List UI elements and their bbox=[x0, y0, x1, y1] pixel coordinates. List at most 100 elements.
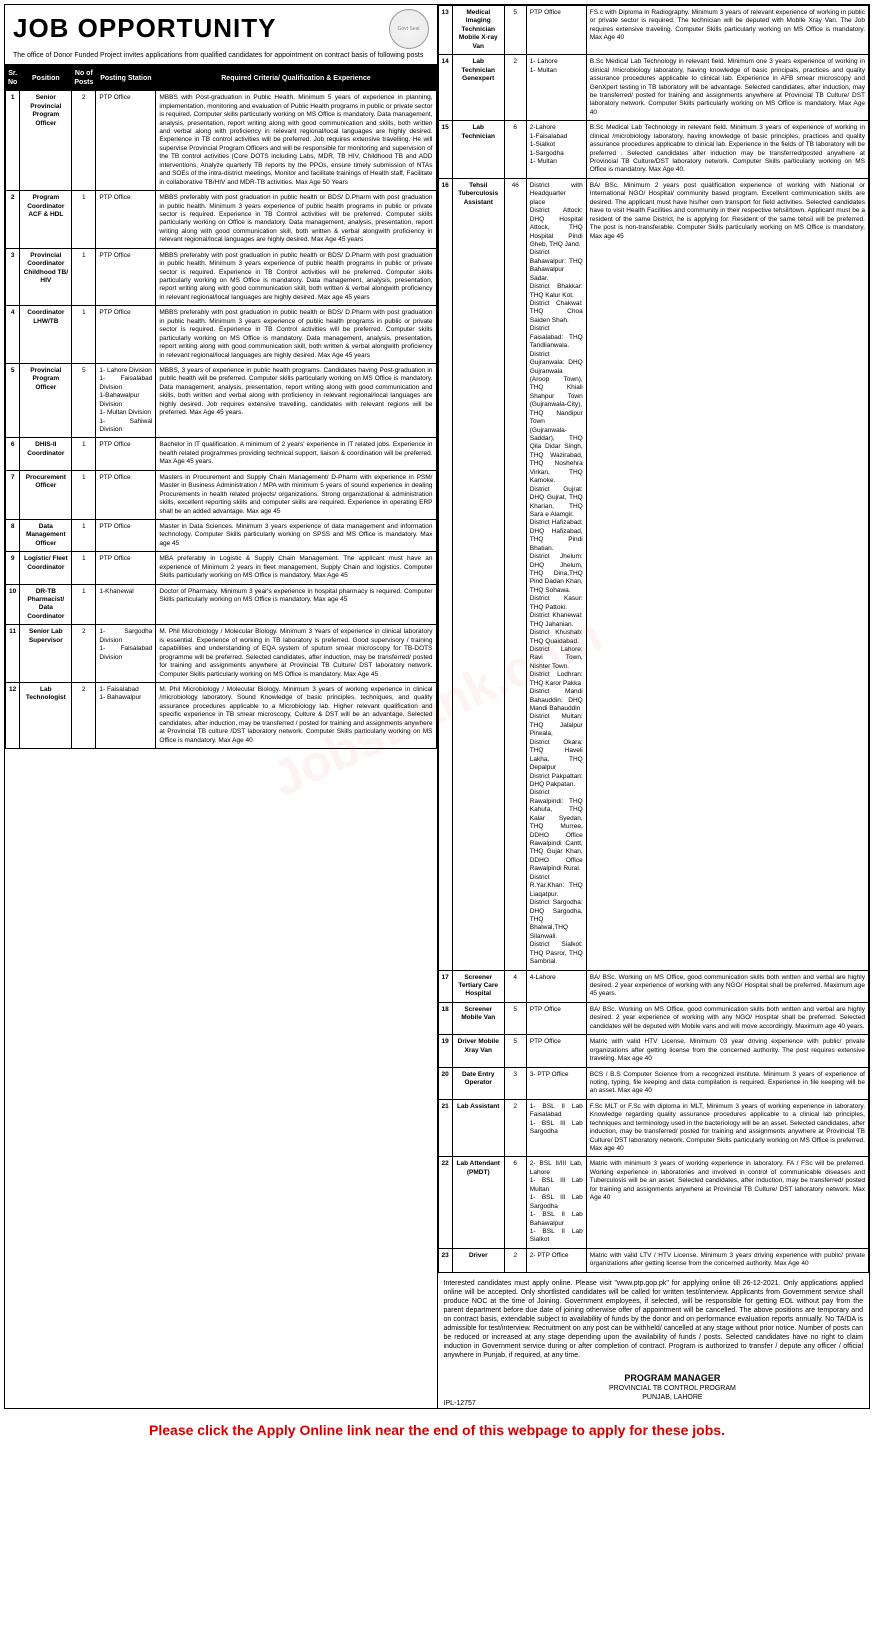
table-row: 1Senior Provincial Program Officer2PTP O… bbox=[6, 91, 437, 191]
cell-qualification: MBBS preferably with post graduation in … bbox=[156, 306, 436, 364]
cell-station: 4-Lahore bbox=[526, 970, 586, 1002]
cell-qualification: MBBS with Post-graduation in Public Heal… bbox=[156, 91, 436, 191]
cell-station: PTP Office bbox=[96, 470, 156, 519]
cell-position: Lab Technician bbox=[452, 121, 504, 179]
table-row: 22Lab Attendant (PMDT)62- BSL II/III Lab… bbox=[438, 1157, 869, 1248]
cell-sr: 19 bbox=[438, 1035, 452, 1067]
cell-station: 1-Khanewal bbox=[96, 584, 156, 625]
cell-qualification: Matric with valid HTV License. Minimum 0… bbox=[586, 1035, 868, 1067]
cell-station: 1- Sargodha Division 1- Faisalabad Divis… bbox=[96, 625, 156, 683]
cell-sr: 2 bbox=[6, 191, 20, 249]
col-station: Posting Station bbox=[96, 66, 156, 91]
program-manager-block: PROGRAM MANAGER PROVINCIAL TB CONTROL PR… bbox=[476, 1367, 869, 1409]
cell-station: PTP Office bbox=[96, 191, 156, 249]
table-row: 9Logistic/ Fleet Coordinator1PTP OfficeM… bbox=[6, 552, 437, 584]
cell-num-posts: 1 bbox=[72, 584, 96, 625]
cell-qualification: F.Sc MLT or F.Sc with diploma in MLT, Mi… bbox=[586, 1099, 868, 1157]
cell-position: Logistic/ Fleet Coordinator bbox=[20, 552, 72, 584]
cell-position: Driver bbox=[452, 1248, 504, 1272]
cell-position: Driver Mobile Xray Van bbox=[452, 1035, 504, 1067]
cell-qualification: BA/ BSc. Minimum 2 years post qualificat… bbox=[586, 178, 868, 970]
cell-position: Procurement Officer bbox=[20, 470, 72, 519]
col-sr: Sr. No bbox=[6, 66, 20, 91]
cell-num-posts: 5 bbox=[72, 363, 96, 438]
govt-seal-icon: Govt Seal bbox=[389, 9, 429, 49]
cell-num-posts: 46 bbox=[504, 178, 526, 970]
table-row: 2Program Coordinator ACF & HDL1PTP Offic… bbox=[6, 191, 437, 249]
table-row: 17Screener Tertiary Care Hospital44-Laho… bbox=[438, 970, 869, 1002]
pm-sub2: PUNJAB, LAHORE bbox=[480, 1393, 865, 1402]
table-row: 3Provincial Coordinator Childhood TB/ HI… bbox=[6, 248, 437, 306]
cell-sr: 1 bbox=[6, 91, 20, 191]
cell-position: Data Management Officer bbox=[20, 519, 72, 551]
cell-num-posts: 5 bbox=[504, 1035, 526, 1067]
cell-sr: 10 bbox=[6, 584, 20, 625]
cell-station: PTP Office bbox=[96, 306, 156, 364]
ipl-number: IPL-12757 bbox=[438, 1399, 476, 1408]
cell-qualification: Doctor of Pharmacy. Minimum 3 year's exp… bbox=[156, 584, 436, 625]
cell-qualification: MBA preferably in Logistic & Supply Chai… bbox=[156, 552, 436, 584]
cell-station: 2-Lahore 1-Faisalabad 1-Sialkot 1-Sargod… bbox=[526, 121, 586, 179]
table-row: 4Coordinator LHW/TB1PTP OfficeMBBS prefe… bbox=[6, 306, 437, 364]
cell-sr: 9 bbox=[6, 552, 20, 584]
cell-num-posts: 2 bbox=[504, 1248, 526, 1272]
cell-num-posts: 2 bbox=[504, 1099, 526, 1157]
right-column: 13Medical Imaging Technician Mobile X-ra… bbox=[438, 5, 870, 1408]
footer-note: Interested candidates must apply online.… bbox=[438, 1273, 870, 1367]
pm-sub1: PROVINCIAL TB CONTROL PROGRAM bbox=[480, 1384, 865, 1393]
table-row: 6DHIS-II Coordinator1PTP OfficeBachelor … bbox=[6, 438, 437, 470]
job-ad-page: JOB OPPORTUNITY Govt Seal The office of … bbox=[4, 4, 870, 1409]
cell-position: Provincial Coordinator Childhood TB/ HIV bbox=[20, 248, 72, 306]
cell-qualification: Bachelor in IT qualification. A minimum … bbox=[156, 438, 436, 470]
cell-qualification: B.Sc Medical Lab Technology in relevant … bbox=[586, 121, 868, 179]
col-posts: No of Posts bbox=[72, 66, 96, 91]
cell-qualification: Masters in Procurement and Supply Chain … bbox=[156, 470, 436, 519]
table-row: 11Senior Lab Supervisor21- Sargodha Divi… bbox=[6, 625, 437, 683]
pm-title: PROGRAM MANAGER bbox=[480, 1373, 865, 1385]
cell-qualification: M. Phil Microbiology / Molecular Biology… bbox=[156, 682, 436, 748]
cell-qualification: Matric with minimum 3 years of working e… bbox=[586, 1157, 868, 1248]
cell-position: Tehsil Tuberculosis Assistant bbox=[452, 178, 504, 970]
cell-sr: 6 bbox=[6, 438, 20, 470]
left-column: JOB OPPORTUNITY Govt Seal The office of … bbox=[5, 5, 438, 1408]
cell-qualification: MBBS, 3 years of experience in public he… bbox=[156, 363, 436, 438]
table-row: 14Lab Technician Genexpert21- Lahore 1- … bbox=[438, 55, 869, 121]
cell-position: Screener Tertiary Care Hospital bbox=[452, 970, 504, 1002]
header-block: JOB OPPORTUNITY Govt Seal The office of … bbox=[5, 5, 437, 65]
cell-num-posts: 1 bbox=[72, 248, 96, 306]
cell-station: PTP Office bbox=[526, 6, 586, 55]
cell-position: Senior Provincial Program Officer bbox=[20, 91, 72, 191]
cell-station: PTP Office bbox=[526, 1002, 586, 1034]
cell-num-posts: 5 bbox=[504, 1002, 526, 1034]
cell-sr: 17 bbox=[438, 970, 452, 1002]
cell-qualification: FS.c with Diploma in Radiography. Minimu… bbox=[586, 6, 868, 55]
table-row: 23Driver22- PTP OfficeMatric with valid … bbox=[438, 1248, 869, 1272]
table-row: 15Lab Technician62-Lahore 1-Faisalabad 1… bbox=[438, 121, 869, 179]
cell-position: Senior Lab Supervisor bbox=[20, 625, 72, 683]
cell-sr: 16 bbox=[438, 178, 452, 970]
cell-position: Date Entry Operator bbox=[452, 1067, 504, 1099]
cell-num-posts: 3 bbox=[504, 1067, 526, 1099]
cell-station: 1- Lahore Division 1- Faisalabad Divisio… bbox=[96, 363, 156, 438]
cell-sr: 22 bbox=[438, 1157, 452, 1248]
cell-qualification: BA/ BSc. Working on MS Office, good comm… bbox=[586, 1002, 868, 1034]
cell-num-posts: 5 bbox=[504, 6, 526, 55]
cell-qualification: Matric with valid LTV / HTV License. Min… bbox=[586, 1248, 868, 1272]
table-row: 13Medical Imaging Technician Mobile X-ra… bbox=[438, 6, 869, 55]
table-row: 12Lab Technologist21- Faisalabad 1- Baha… bbox=[6, 682, 437, 748]
cell-sr: 5 bbox=[6, 363, 20, 438]
table-row: 10DR-TB Pharmacist/ Data Coordinator11-K… bbox=[6, 584, 437, 625]
cell-station: 1- BSL II Lab Faisalabad 1- BSL III Lab … bbox=[526, 1099, 586, 1157]
cell-sr: 20 bbox=[438, 1067, 452, 1099]
cell-station: PTP Office bbox=[96, 91, 156, 191]
cell-sr: 8 bbox=[6, 519, 20, 551]
cell-sr: 12 bbox=[6, 682, 20, 748]
cell-position: Lab Technician Genexpert bbox=[452, 55, 504, 121]
cell-station: District with Headquarter place District… bbox=[526, 178, 586, 970]
cell-station: PTP Office bbox=[96, 519, 156, 551]
cell-qualification: M. Phil Microbiology / Molecular Biology… bbox=[156, 625, 436, 683]
cell-qualification: BCS / B.S Computer Science from a recogn… bbox=[586, 1067, 868, 1099]
table-header-row: Sr. No Position No of Posts Posting Stat… bbox=[6, 66, 437, 91]
cell-station: 2- PTP Office bbox=[526, 1248, 586, 1272]
cell-num-posts: 2 bbox=[504, 55, 526, 121]
